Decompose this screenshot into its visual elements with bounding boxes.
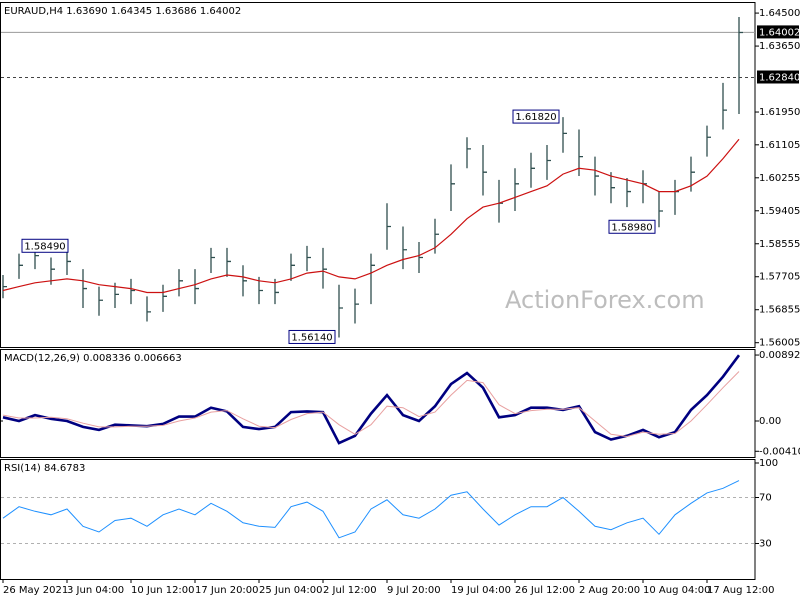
moving-average [2,138,740,294]
y-tick-label: 1.59405 [759,206,800,217]
price-bar [626,177,631,208]
price-bar [18,253,23,279]
annotation-label: 1.58490 [24,241,65,252]
y-tick-label: 1.57705 [759,272,800,283]
x-tick-label: 9 Jul 20:00 [387,585,441,596]
macd-line [2,371,740,438]
price-bar [290,253,295,281]
x-tick-label: 17 Aug 12:00 [707,585,774,596]
macd-line [2,354,741,445]
price-bar [338,284,343,338]
price-bar [370,253,375,305]
price-bar [354,288,359,324]
x-tick-label: 17 Jun 20:00 [195,585,259,596]
x-tick-label: 3 Jun 04:00 [67,585,124,596]
panel-title: EURAUD,H4 1.63690 1.64345 1.63686 1.6400… [4,6,241,17]
price-bar [242,265,247,297]
y-tick-label: 1.56855 [759,305,800,316]
annotation-box [21,238,69,253]
y-tick-label: 1.63650 [759,41,800,52]
annotation-box [288,329,336,344]
y-tick-label: 0.00 [759,416,781,427]
price-bar [402,226,407,270]
x-tick-label: 25 Jun 04:00 [259,585,323,596]
x-tick-label: 19 Jul 04:00 [451,585,511,596]
price-bar [50,257,55,285]
price-bar [386,203,391,250]
y-tick-label: 100 [759,458,778,469]
x-tick-label: 10 Aug 04:00 [643,585,710,596]
price-bar [514,168,519,211]
price-bar [82,269,87,308]
panel-title: MACD(12,26,9) 0.008336 0.006663 [4,353,182,364]
price-bar [66,251,71,275]
price-bar [610,172,615,204]
price-label-box [757,25,799,39]
x-tick-label: 2 Aug 20:00 [579,585,640,596]
y-tick-label: 1.64500 [759,8,800,19]
price-bar [194,269,199,305]
y-tick-label: 1.60255 [759,173,800,184]
rsi-line [2,480,740,539]
price-bar [482,145,487,196]
price-bar [146,296,151,322]
price-bar [658,191,663,228]
price-label: 1.62840 [759,72,800,83]
price-bar [722,82,727,130]
price-bar [210,247,215,274]
y-tick-label: 1.56005 [759,338,800,349]
panel-frame [0,349,756,458]
annotation-label: 1.58980 [611,222,652,233]
x-tick-label: 2 Jul 12:00 [323,585,377,596]
annotation-label: 1.61820 [515,112,556,123]
panel-frame [0,459,756,580]
x-tick-label: 10 Jun 12:00 [131,585,195,596]
price-bar [418,242,423,274]
y-tick-label: -0.004101 [759,446,800,457]
price-bar [2,274,7,299]
y-tick-label: 1.58555 [759,239,800,250]
price-bar [562,117,567,153]
price-bar [450,164,455,211]
price-bar [98,286,103,316]
y-tick-label: 1.61950 [759,107,800,118]
price-bar [306,245,311,272]
y-tick-label: 0.008928 [759,350,800,361]
price-bar [706,125,711,157]
price-bar [258,276,263,305]
price-bar [322,247,327,289]
panel-frame [0,2,756,348]
annotation-box [512,109,560,124]
price-bar [738,16,743,114]
y-tick-label: 1.61105 [759,140,800,151]
x-tick-label: 26 Jul 12:00 [515,585,575,596]
price-bar [130,278,135,305]
price-label: 1.64002 [759,27,800,38]
price-bar [546,145,551,180]
price-label-box [757,70,799,84]
price-bar [466,137,471,169]
price-bar [162,284,167,312]
panel-title: RSI(14) 84.6783 [4,463,85,474]
price-bar [226,247,231,277]
price-bar [178,269,183,297]
price-bar [594,156,599,196]
price-bar [530,152,535,188]
watermark: ActionForex.com [505,286,705,314]
annotation-box [608,219,656,234]
y-tick-label: 30 [759,539,772,550]
annotation-label: 1.56140 [291,332,332,343]
y-tick-label: 70 [759,493,772,504]
x-tick-label: 26 May 2021 [3,585,68,596]
